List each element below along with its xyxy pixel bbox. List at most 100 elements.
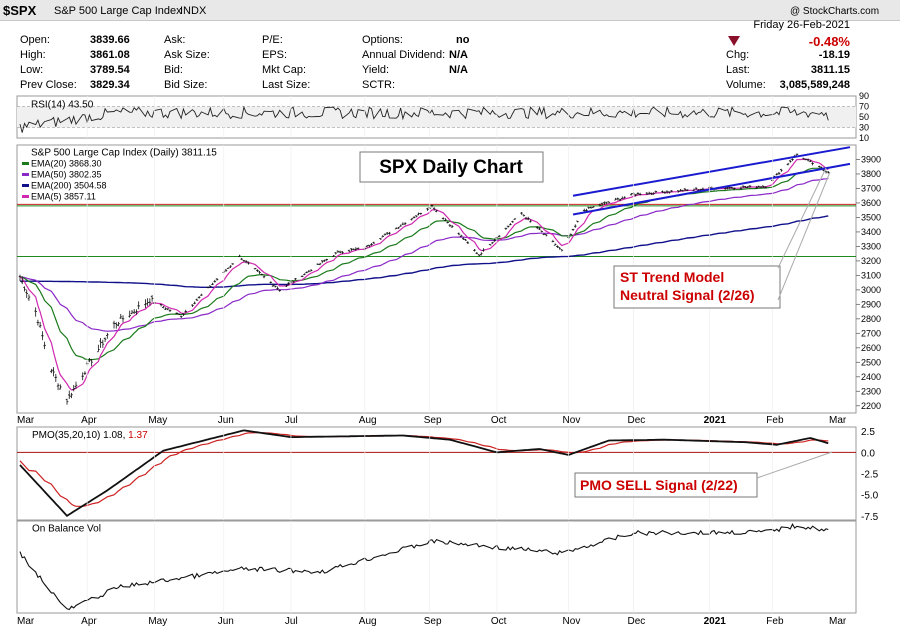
month-label: Oct (491, 415, 507, 426)
pmo-label: PMO(35,20,10) 1.08, 1.37 (32, 430, 148, 441)
price-tick-label: 3600 (861, 198, 881, 208)
trend-annotation-line2: Neutral Signal (2/26) (620, 287, 755, 303)
ask-size-label: Ask Size: (164, 49, 210, 61)
price-tick-label: 2600 (861, 343, 881, 353)
chart-title: SPX Daily Chart (379, 157, 523, 178)
rsi-label: RSI(14) 43.50 (31, 99, 94, 110)
index-name: S&P 500 Large Cap Index (54, 5, 182, 17)
month-label: Nov (563, 415, 581, 426)
month-label: Aug (359, 616, 377, 627)
ema5-swatch (22, 195, 29, 198)
month-label: Jul (285, 616, 298, 627)
bid-size-label: Bid Size: (164, 79, 208, 91)
month-label: 2021 (704, 616, 727, 627)
trend-pointer-1 (777, 167, 827, 269)
month-label: Jun (218, 616, 234, 627)
ema200-swatch (22, 184, 29, 187)
price-tick-label: 3300 (861, 241, 881, 251)
pmo-tick-label: 2.5 (861, 427, 875, 438)
trend-pointer-2 (777, 171, 831, 301)
month-label: Oct (491, 616, 507, 627)
price-tick-label: 2900 (861, 299, 881, 309)
yield-label: Yield: (362, 64, 390, 76)
ema-line-5 (19, 158, 829, 391)
month-label: Aug (359, 415, 377, 426)
rsi-band (17, 106, 856, 128)
annual-dividend-value: N/A (449, 49, 468, 61)
month-label: May (148, 616, 167, 627)
price-tick-label: 2300 (861, 386, 881, 396)
mkt-cap-label: Mkt Cap: (262, 64, 307, 76)
month-label: Nov (563, 616, 581, 627)
rsi-tick-label: 50 (859, 112, 869, 122)
rsi-line (19, 105, 829, 133)
month-label: May (148, 415, 167, 426)
title-box (359, 151, 544, 183)
eps-label: EPS: (262, 49, 288, 61)
rsi-tick-label: 10 (859, 133, 869, 143)
pe-label: P/E: (262, 34, 283, 46)
prev-close-label: Prev Close: (20, 79, 77, 91)
price-tick-label: 3500 (861, 212, 881, 222)
price-legend-title: S&P 500 Large Cap Index (Daily) 3811.15 (31, 147, 217, 158)
month-label: Feb (766, 415, 784, 426)
price-tick-label: 3900 (861, 154, 881, 164)
month-label: Mar (17, 415, 35, 426)
ema-line-200 (20, 215, 829, 288)
options-label: Options: (362, 34, 403, 46)
price-tick-label: 2400 (861, 372, 881, 382)
bid-label: Bid: (164, 64, 183, 76)
obv-line (19, 523, 829, 611)
ema-line-20 (19, 167, 829, 361)
pmo-annotation: PMO SELL Signal (2/22) (580, 477, 738, 493)
yield-value: N/A (449, 64, 468, 76)
last-label: Last: (726, 64, 750, 76)
down-arrow-icon (728, 36, 740, 46)
volume-label: Volume: (726, 79, 766, 91)
month-label: Apr (81, 616, 97, 627)
month-label: Dec (627, 415, 645, 426)
month-label: Feb (766, 616, 784, 627)
month-label: Sep (424, 415, 442, 426)
ema20-swatch (22, 162, 29, 165)
trend-channel-lower (572, 162, 851, 216)
price-tick-label: 3200 (861, 256, 881, 266)
price-tick-label: 3700 (861, 183, 881, 193)
last-size-label: Last Size: (262, 79, 311, 91)
header-bar (0, 0, 900, 21)
quote-date: Friday 26-Feb-2021 (753, 19, 850, 31)
ema20-legend: EMA(20) 3868.30 (31, 158, 102, 168)
chg-value: -18.19 (818, 49, 850, 61)
month-label: Jun (218, 415, 234, 426)
annual-dividend-label: Annual Dividend: (362, 49, 446, 61)
month-label: Mar (829, 616, 847, 627)
watermark: @ StockCharts.com (790, 6, 880, 17)
last-value: 3811.15 (810, 64, 850, 76)
pmo-pointer (756, 451, 833, 479)
ema5-legend: EMA(5) 3857.11 (31, 191, 96, 201)
pct-change: -0.48% (808, 34, 850, 49)
rsi-tick-label: 70 (859, 102, 869, 112)
price-tick-label: 2800 (861, 314, 881, 324)
prev-close-value: 3829.34 (90, 79, 130, 91)
month-label: Dec (627, 616, 645, 627)
obv-label: On Balance Vol (32, 523, 101, 534)
ticker-symbol: $SPX (3, 3, 37, 18)
options-value: no (456, 34, 470, 46)
trend-annotation-line1: ST Trend Model (620, 269, 724, 285)
pmo-annotation-box (574, 472, 758, 498)
low-label: Low: (20, 64, 44, 76)
pmo-tick-label: -7.5 (861, 512, 879, 523)
open-value: 3839.66 (90, 34, 130, 46)
ask-label: Ask: (164, 34, 186, 46)
price-tick-label: 3100 (861, 270, 881, 280)
rsi-tick-label: 90 (859, 91, 869, 101)
low-value: 3789.54 (90, 64, 130, 76)
price-tick-label: 3800 (861, 169, 881, 179)
ema50-legend: EMA(50) 3802.35 (31, 169, 102, 179)
ema50-swatch (22, 173, 29, 176)
pmo-tick-label: 0.0 (861, 448, 875, 459)
open-label: Open: (20, 34, 50, 46)
